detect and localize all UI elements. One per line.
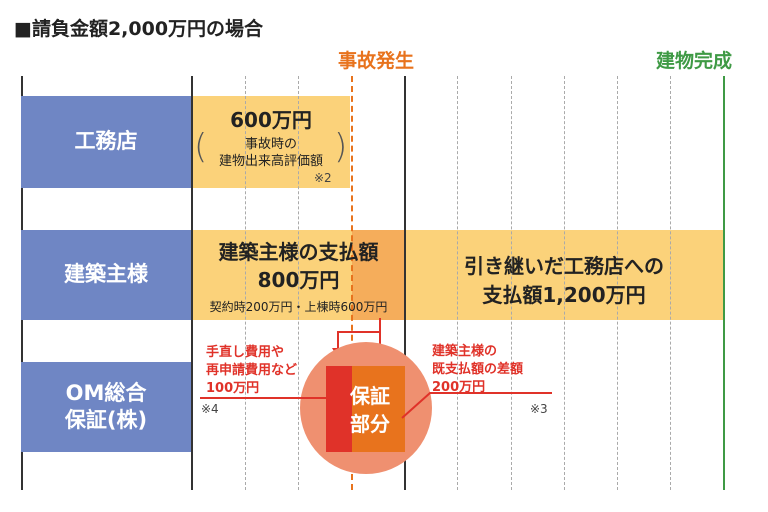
builder-amount: 600万円 [230, 108, 312, 132]
completion-line [723, 76, 725, 490]
builder-bar [192, 96, 350, 188]
accident-line [351, 76, 353, 490]
repair-cost-leader [200, 397, 326, 399]
builder-note-close-paren: ) [334, 127, 348, 167]
diff-line2: 既支払額の差額 [432, 362, 524, 377]
owner-paid-detail: 契約時200万円・上棟時600万円 [209, 300, 388, 314]
builder-ref: ※2 [314, 171, 332, 185]
gridline [617, 76, 618, 490]
guarantee-label-line2: 部分 [350, 412, 390, 436]
owner-new-title: 引き継いだ工務店への [464, 254, 664, 278]
owner-paid-bar [192, 230, 352, 320]
diff-ref: ※3 [530, 402, 548, 416]
gridline [457, 76, 458, 490]
gridline [511, 76, 512, 490]
owner-paid-bar-overlap [352, 230, 405, 320]
gridline [245, 76, 246, 490]
diff-line1: 建築主様の [432, 344, 498, 359]
row-label-builder: 工務店 [21, 96, 191, 188]
page-title: ■請負金額2,000万円の場合 [14, 18, 264, 40]
builder-note-line2: 建物出来高評価額 [218, 154, 323, 169]
row-label-om: OM総合 保証(株) [21, 362, 191, 452]
repair-cost-line2: 再申請費用など [206, 363, 298, 378]
diff-line3: 200万円 [432, 380, 486, 395]
row-label-owner: 建築主様 [21, 230, 191, 320]
gridline [564, 76, 565, 490]
diff-leader [401, 392, 552, 419]
guarantee-label-line1: 保証 [350, 384, 390, 408]
completion-label: 建物完成 [656, 50, 733, 72]
guarantee-red-block [326, 366, 352, 452]
guarantee-orange-block [352, 366, 405, 452]
gridline [670, 76, 671, 490]
accident-label: 事故発生 [338, 50, 415, 72]
owner-paid-amount: 800万円 [257, 268, 340, 292]
builder-note-open-paren: ( [194, 127, 208, 167]
gridline [298, 76, 299, 490]
owner-new-amount: 支払額1,200万円 [482, 283, 646, 307]
owner-paid-title: 建築主様の支払額 [218, 240, 379, 264]
repair-cost-line3: 100万円 [206, 381, 260, 396]
repair-cost-ref: ※4 [201, 402, 219, 416]
axis-handover [404, 76, 406, 490]
builder-note-line1: 事故時の [244, 137, 297, 152]
axis-start [191, 76, 193, 490]
repair-cost-line1: 手直し費用や [206, 345, 285, 360]
